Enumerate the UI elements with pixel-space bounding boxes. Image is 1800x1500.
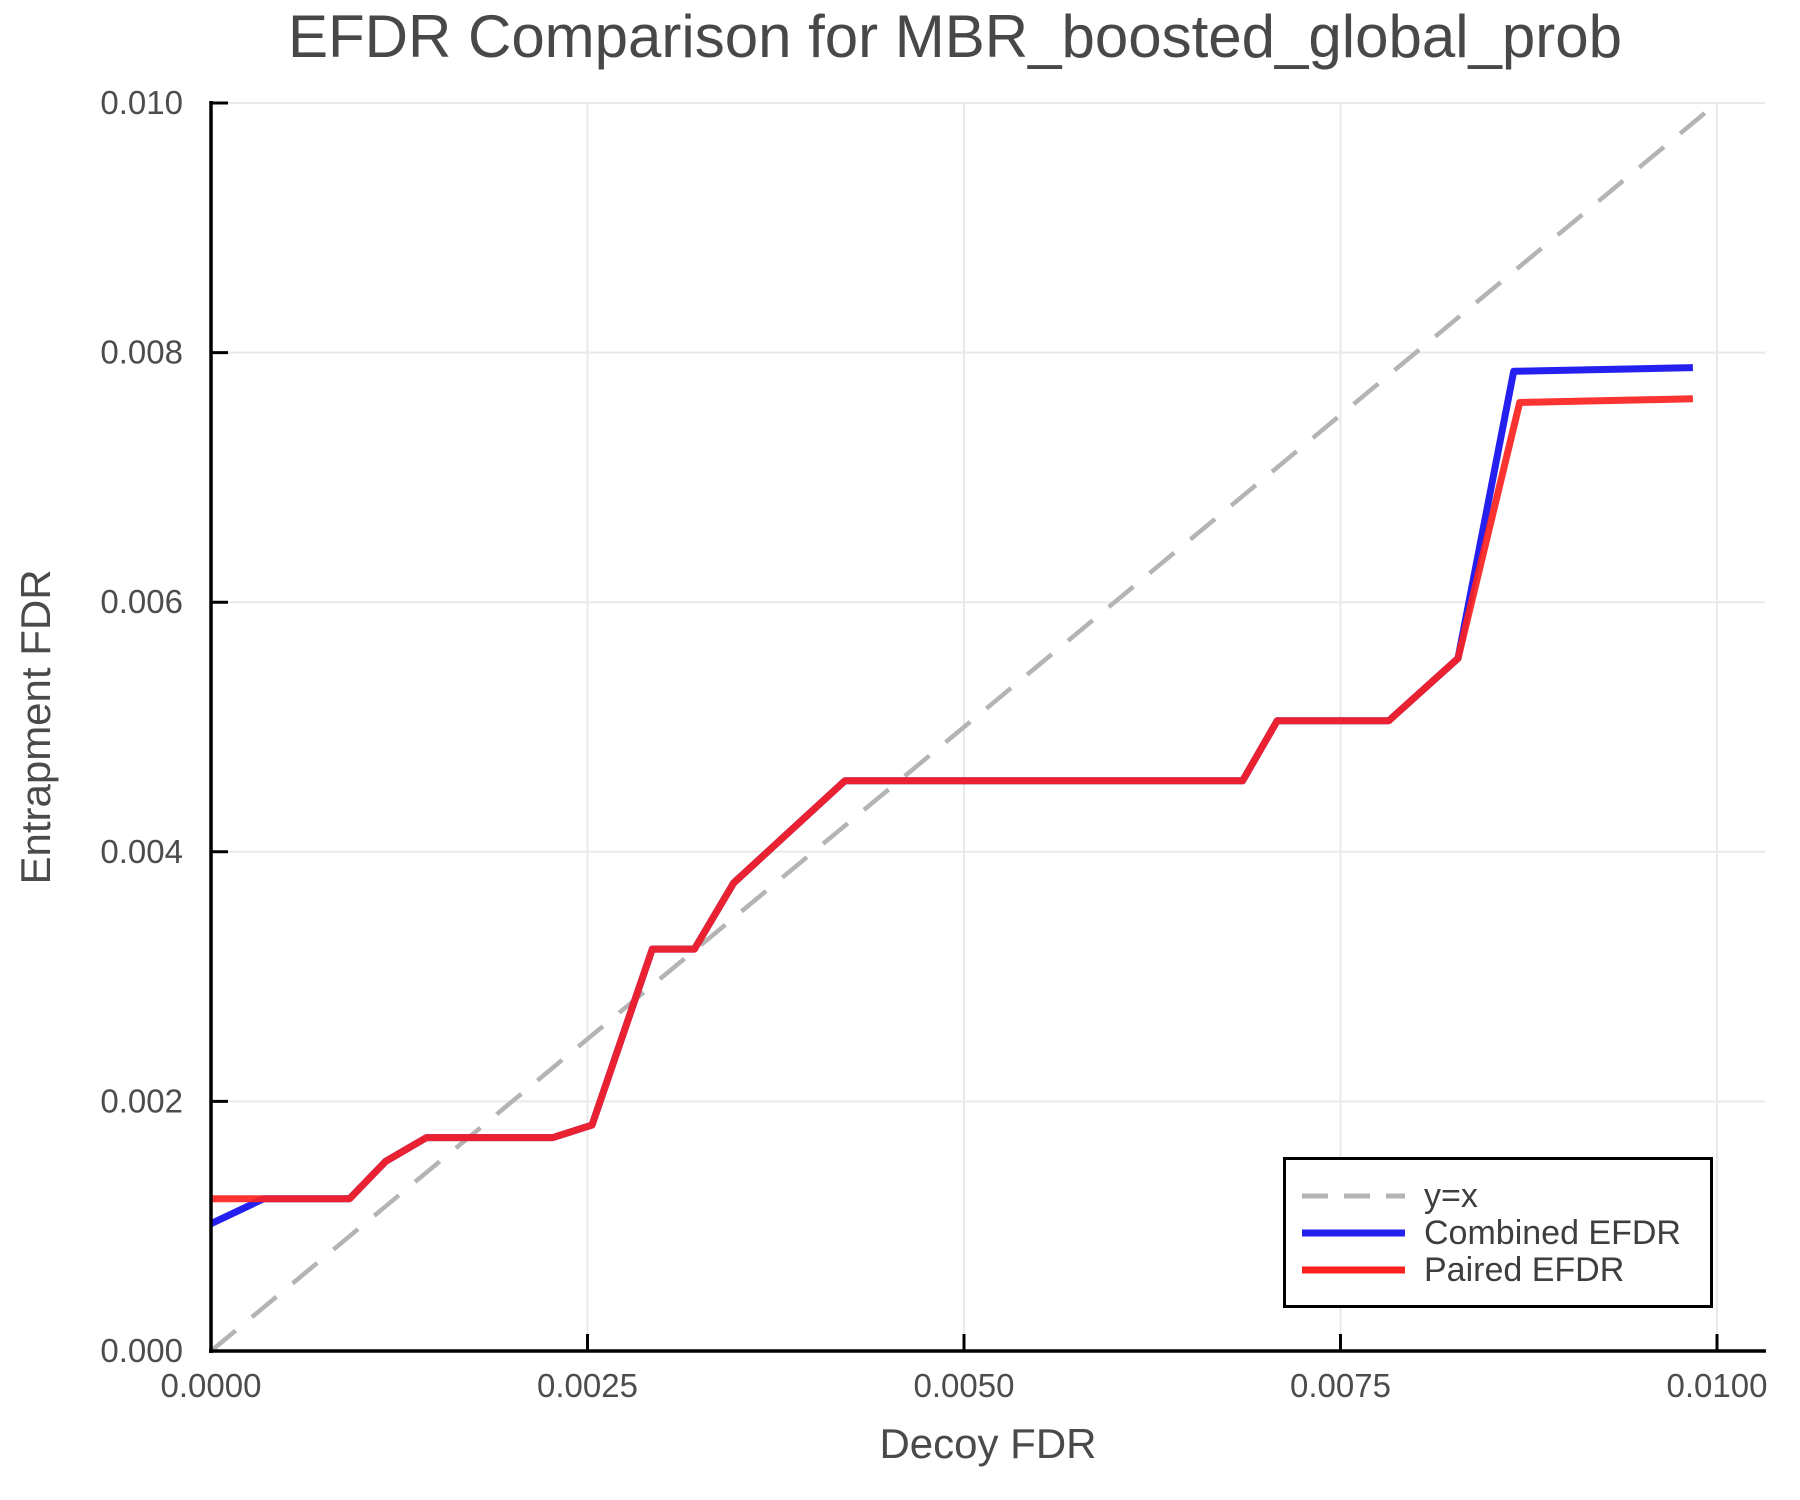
y-axis-label: Entrapment FDR [12,569,59,884]
identity-line-swatch [1302,1193,1405,1198]
x-tick-label: 0.0025 [537,1367,638,1404]
y-tick-label: 0.008 [100,334,183,371]
legend: y=x Combined EFDR Paired EFDR [1283,1157,1713,1308]
chart-title: EFDR Comparison for MBR_boosted_global_p… [288,3,1622,70]
x-tick-label: 0.0100 [1667,1367,1768,1404]
series-line-identity [209,101,1719,1353]
y-tick-label: 0.004 [100,833,183,870]
y-tick-label: 0.006 [100,583,183,620]
x-tick-label: 0.0000 [161,1367,262,1404]
data-series [209,101,1719,1353]
legend-label-identity: y=x [1424,1176,1478,1215]
x-tick-label: 0.0050 [914,1367,1015,1404]
legend-label-combined: Combined EFDR [1424,1213,1681,1252]
y-tick-label: 0.000 [100,1332,183,1369]
series-line-combined [209,364,1693,1227]
legend-label-paired: Paired EFDR [1424,1250,1625,1289]
legend-item-paired: Paired EFDR [1300,1251,1710,1288]
series-line-paired [211,395,1693,1203]
x-tick-label: 0.0075 [1290,1367,1391,1404]
y-tick-label: 0.010 [100,84,183,121]
x-axis-label: Decoy FDR [879,1420,1096,1467]
legend-item-combined: Combined EFDR [1300,1214,1710,1251]
combined-line-swatch [1302,1229,1405,1236]
legend-item-identity: y=x [1300,1177,1710,1214]
paired-line-swatch [1302,1266,1405,1273]
y-tick-label: 0.002 [100,1082,183,1119]
axes [209,101,1766,1353]
tick-labels: 0.0000 0.0025 0.0050 0.0075 0.0100 0.000 0.002… [100,84,1767,1404]
